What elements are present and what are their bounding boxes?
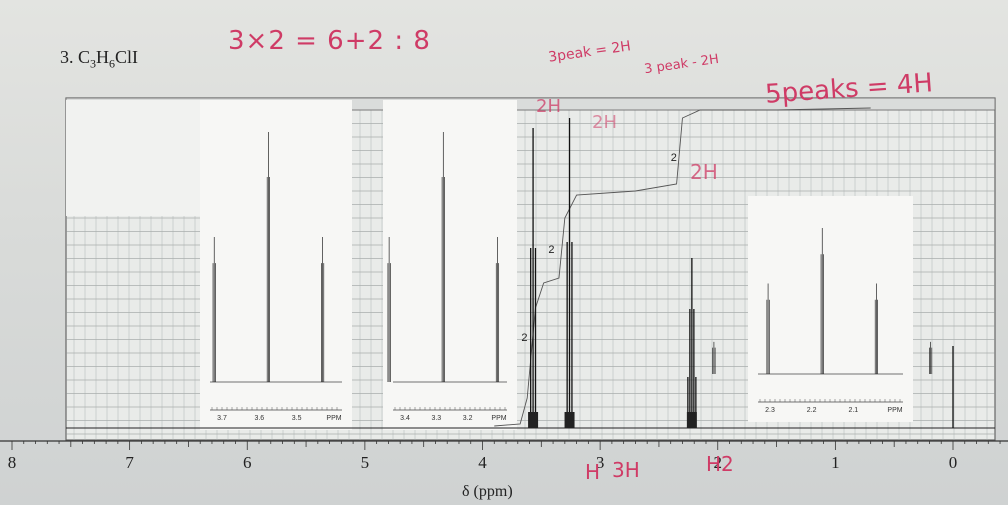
- problem-number: 3.: [60, 47, 74, 67]
- handwritten-h-label: 3H: [612, 458, 640, 482]
- x-tick-label: 1: [831, 453, 840, 472]
- x-tick-label: 3: [596, 453, 605, 472]
- inset-tick-label: 2.1: [848, 407, 858, 414]
- handwritten-2h: 2H: [536, 96, 561, 117]
- inset-tick-label: PPM: [326, 415, 341, 422]
- x-axis-label: δ (ppm): [462, 483, 513, 500]
- inset-tick-label: 2.2: [807, 407, 817, 414]
- x-tick-label: 8: [8, 453, 17, 472]
- inset-tick-label: PPM: [887, 407, 902, 414]
- inset-tick-label: 3.6: [254, 415, 264, 422]
- handwritten-calculation: 3×2 = 6+2 : 8: [228, 26, 431, 56]
- problem-label: 3. C3H6ClI: [60, 47, 138, 72]
- handwritten-h-label: H: [585, 460, 601, 484]
- blank-panel: [66, 100, 221, 216]
- handwritten-2h: 2H: [690, 160, 718, 184]
- inset-panel: 3.4 3.3 3.2 PPM: [383, 100, 517, 430]
- peak-base-fill: [564, 412, 575, 428]
- inset-background: [200, 100, 352, 430]
- handwritten-2h: 2H: [592, 112, 617, 133]
- x-axis: 8 7 6 5 4 3 2 1 0: [0, 440, 1008, 472]
- integral-trace: [494, 107, 871, 427]
- x-tick-label: 0: [949, 453, 958, 472]
- integration-label: 2: [671, 152, 677, 164]
- inset-tick-label: 3.4: [400, 415, 410, 422]
- inset-tick-label: 3.2: [463, 415, 473, 422]
- inset-tick-label: 3.7: [217, 415, 227, 422]
- spectrum-trace: [66, 118, 995, 429]
- integration-curve: 2 2 2: [494, 107, 871, 427]
- x-tick-label: 6: [243, 453, 252, 472]
- x-tick-label: 5: [361, 453, 370, 472]
- x-tick-label: 4: [478, 453, 487, 472]
- integration-label: 2: [521, 332, 527, 344]
- inset-background: [748, 196, 913, 422]
- integration-label: 2: [548, 244, 554, 256]
- inset-background: [383, 100, 517, 430]
- inset-panel: 3.7 3.6 3.5 PPM: [200, 100, 352, 430]
- inset-panels: 3.7 3.6 3.5 PPM 3.4 3.3 3.2 PPM 2.3 2.2 2.1 PPM: [66, 100, 933, 430]
- peak-base-fill: [528, 412, 539, 428]
- spectrum-peak: [528, 128, 539, 428]
- x-tick-label: 2: [714, 453, 723, 472]
- spectrum-peak: [686, 258, 697, 428]
- spectrum-peak: [564, 118, 575, 428]
- x-tick-label: 7: [125, 453, 134, 472]
- inset-tick-label: 3.3: [431, 415, 441, 422]
- inset-panel: 2.3 2.2 2.1 PPM: [712, 196, 933, 422]
- handwritten-h-label: H2: [706, 452, 734, 476]
- inset-tick-label: 2.3: [765, 407, 775, 414]
- inset-tick-label: 3.5: [292, 415, 302, 422]
- peak-base-fill: [686, 412, 697, 428]
- problem-formula: C3H6ClI: [78, 47, 139, 71]
- inset-tick-label: PPM: [491, 415, 506, 422]
